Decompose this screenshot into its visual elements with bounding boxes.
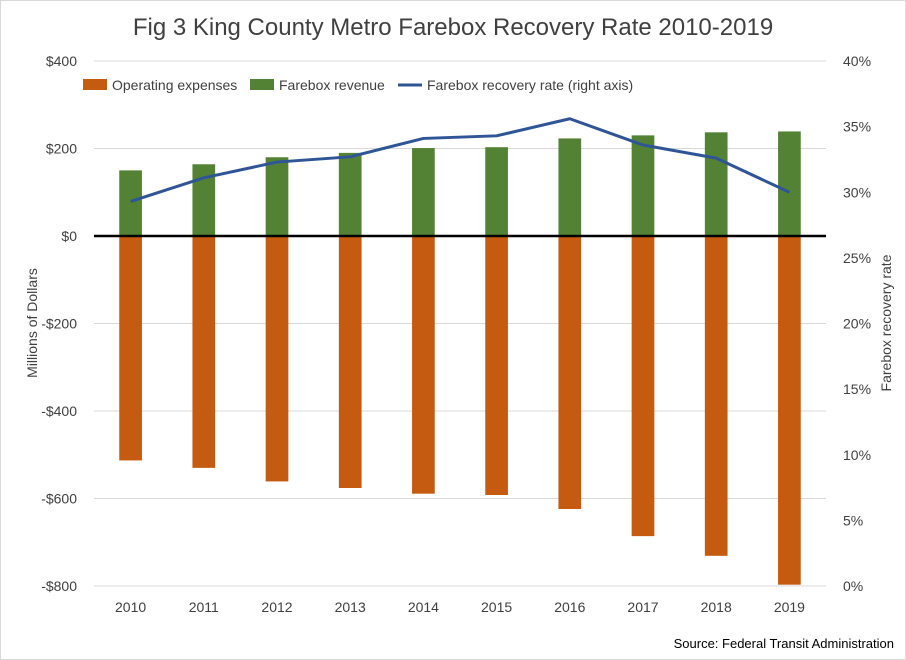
farebox-revenue-bar xyxy=(265,157,289,236)
y-tick-label: -$200 xyxy=(41,316,77,332)
source-note: Source: Federal Transit Administration xyxy=(674,636,894,651)
operating-expenses-bar xyxy=(192,236,216,468)
operating-expenses-bar xyxy=(558,236,582,509)
y2-axis-title: Farebox recovery rate xyxy=(878,254,894,391)
legend: Operating expenses Farebox revenue Farebox… xyxy=(83,77,633,93)
right-axis: 40% 35% 30% 25% 20% 15% 10% 5% 0% xyxy=(843,53,871,594)
y-tick-label: -$800 xyxy=(41,578,77,594)
x-tick-label: 2016 xyxy=(554,599,585,615)
recovery-rate-line-layer xyxy=(130,117,791,203)
farebox-revenue-bar xyxy=(778,131,801,236)
operating-expenses-bar xyxy=(631,236,655,537)
legend-swatch-operating-expenses xyxy=(83,79,107,90)
y-tick-label: $200 xyxy=(46,141,77,157)
legend-label-farebox-revenue: Farebox revenue xyxy=(279,77,385,93)
farebox-revenue-bar xyxy=(119,170,142,236)
operating-expenses-bar xyxy=(265,236,289,482)
x-tick-label: 2013 xyxy=(335,599,366,615)
y-axis-title: Millions of Dollars xyxy=(24,268,40,378)
farebox-revenue-bar xyxy=(704,132,728,236)
y2-tick-label: 20% xyxy=(843,316,871,332)
y-tick-label: -$600 xyxy=(41,491,77,507)
x-tick-label: 2019 xyxy=(774,599,805,615)
operating-expenses-bar xyxy=(485,236,508,495)
farebox-revenue-bar xyxy=(631,135,655,236)
x-tick-label: 2018 xyxy=(701,599,732,615)
x-axis: 2010 2011 2012 2013 2014 2015 2016 2017 2018 2019 xyxy=(115,599,805,615)
farebox-revenue-bar xyxy=(192,164,216,236)
y2-tick-label: 25% xyxy=(843,250,871,266)
legend-label-farebox-recovery-rate: Farebox recovery rate (right axis) xyxy=(427,77,633,93)
left-axis: $400 $200 $0 -$200 -$400 -$600 -$800 xyxy=(41,53,77,594)
y2-tick-label: 10% xyxy=(843,447,871,463)
x-tick-label: 2017 xyxy=(627,599,658,615)
y2-tick-label: 0% xyxy=(843,578,863,594)
chart-title: Fig 3 King County Metro Farebox Recovery… xyxy=(133,14,773,41)
x-tick-label: 2014 xyxy=(408,599,439,615)
legend-swatch-farebox-revenue xyxy=(250,79,274,90)
farebox-revenue-bar xyxy=(485,147,508,236)
operating-expenses-bar xyxy=(778,236,801,585)
operating-expenses-bar xyxy=(119,236,142,461)
x-tick-label: 2010 xyxy=(115,599,146,615)
y2-tick-label: 30% xyxy=(843,184,871,200)
operating-expenses-bar xyxy=(338,236,362,488)
farebox-revenue-bar xyxy=(338,152,362,236)
legend-label-operating-expenses: Operating expenses xyxy=(112,77,237,93)
y2-tick-label: 5% xyxy=(843,512,863,528)
x-tick-label: 2015 xyxy=(481,599,512,615)
operating-expenses-bar xyxy=(412,236,435,494)
y2-tick-label: 35% xyxy=(843,119,871,135)
grid xyxy=(94,60,826,587)
operating-expenses-bar xyxy=(704,236,728,556)
farebox-revenue-bar xyxy=(558,138,582,236)
x-tick-label: 2011 xyxy=(189,599,219,615)
farebox-recovery-rate-line xyxy=(130,117,791,203)
y2-tick-label: 15% xyxy=(843,381,871,397)
farebox-revenue-bar xyxy=(412,148,435,236)
bars xyxy=(119,131,801,585)
y2-tick-label: 40% xyxy=(843,53,871,69)
x-tick-label: 2012 xyxy=(261,599,292,615)
y-tick-label: $400 xyxy=(46,53,77,69)
y-tick-label: -$400 xyxy=(41,403,77,419)
y-tick-label: $0 xyxy=(61,228,77,244)
